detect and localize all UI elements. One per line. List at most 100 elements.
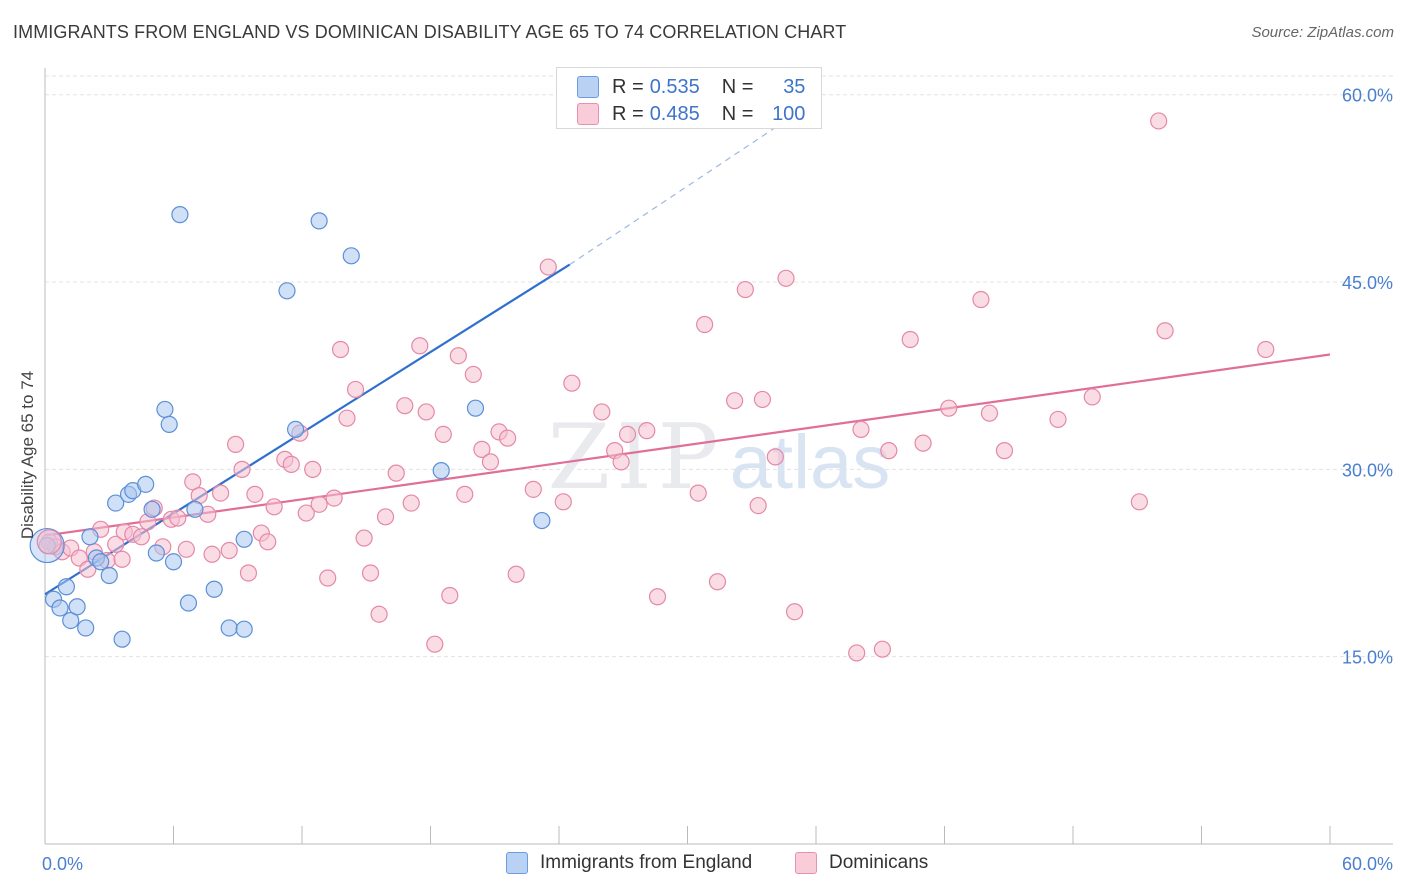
point-england [160, 415, 178, 434]
y-tick-label: 30.0% [1342, 460, 1393, 480]
point-dominicans [387, 464, 405, 482]
legend-swatch-dominicans [795, 852, 817, 874]
series-legend: Immigrants from England Dominicans [0, 852, 1406, 878]
point-dominicans [524, 480, 542, 498]
point-dominicans [753, 390, 772, 409]
swatch-dominicans [577, 103, 599, 125]
point-england [164, 553, 183, 571]
point-dominicans [297, 504, 315, 522]
y-tick-label: 60.0% [1342, 86, 1393, 106]
tick-labels: 15.0% 30.0% 45.0% 60.0% 0.0% 60.0% [42, 86, 1393, 874]
point-dominicans [203, 545, 221, 563]
point-england [278, 282, 296, 300]
n-label: N = [721, 75, 754, 98]
point-dominicans [434, 425, 452, 443]
point-england [235, 530, 253, 548]
point-dominicans [227, 435, 245, 453]
point-dominicans [1257, 340, 1275, 359]
r-value: 0.485 [649, 102, 700, 125]
point-england [286, 420, 305, 439]
point-dominicans [449, 347, 467, 365]
point-dominicans [554, 493, 572, 511]
point-dominicans [785, 603, 804, 621]
source-label: Source: ZipAtlas.com [1251, 24, 1394, 41]
point-england [156, 400, 174, 419]
point-dominicans [873, 640, 891, 658]
x-tick-label-min: 0.0% [42, 854, 83, 874]
point-dominicans [132, 528, 150, 546]
point-dominicans [169, 509, 187, 527]
point-dominicans [972, 290, 990, 309]
legend-item-dominicans[interactable]: Dominicans [795, 852, 928, 874]
point-dominicans [212, 484, 230, 502]
point-england [179, 594, 198, 612]
point-england [68, 598, 86, 616]
point-dominicans [411, 337, 429, 355]
point-dominicans [107, 535, 125, 553]
point-dominicans [618, 425, 637, 443]
point-england [57, 578, 76, 596]
point-dominicans [464, 365, 482, 384]
point-dominicans [766, 448, 784, 466]
point-england [235, 620, 253, 638]
r-label: R = [612, 102, 644, 125]
point-dominicans [777, 269, 795, 287]
point-dominicans [325, 489, 343, 507]
point-dominicans [563, 374, 581, 392]
point-dominicans [507, 565, 525, 583]
point-dominicans [995, 442, 1014, 460]
stats-row-england: R = 0.535 N = 35 [577, 75, 805, 99]
y-tick-label: 45.0% [1342, 273, 1393, 293]
n-value: 100 [772, 102, 806, 125]
point-dominicans [499, 429, 517, 447]
point-dominicans [689, 484, 707, 502]
y-tick-label: 15.0% [1342, 648, 1393, 668]
point-dominicans [736, 280, 754, 299]
point-dominicans [901, 330, 919, 349]
point-dominicans [319, 569, 337, 587]
point-dominicans [593, 403, 611, 421]
legend-label-dominicans: Dominicans [829, 852, 929, 873]
point-dominicans [177, 540, 195, 558]
point-dominicans [1150, 112, 1168, 130]
chart-title: IMMIGRANTS FROM ENGLAND VS DOMINICAN DIS… [13, 22, 847, 42]
point-dominicans [259, 533, 277, 551]
point-dominicans [481, 453, 500, 471]
point-england [100, 566, 118, 585]
point-england [432, 462, 450, 480]
point-dominicans [246, 485, 264, 503]
point-dominicans [346, 380, 365, 399]
legend-swatch-england [506, 852, 528, 874]
point-dominicans [914, 434, 932, 452]
point-england [81, 528, 99, 546]
legend-label-england: Immigrants from England [540, 852, 753, 873]
point-england [466, 399, 485, 417]
point-dominicans [370, 605, 388, 623]
point-england [171, 206, 189, 224]
point-dominicans [184, 473, 202, 491]
point-england [342, 247, 360, 265]
point-dominicans [355, 529, 373, 547]
trend-line-dominicans [44, 353, 1331, 537]
point-dominicans [1049, 410, 1067, 429]
point-dominicans [1130, 493, 1148, 511]
stats-row-dominicans: R = 0.485 N = 100 [577, 102, 805, 126]
point-dominicans [749, 496, 767, 515]
point-dominicans [1083, 388, 1101, 406]
point-dominicans [220, 541, 238, 560]
point-dominicans [696, 315, 714, 334]
axes [44, 68, 1393, 845]
point-dominicans [282, 455, 300, 473]
point-dominicans [880, 442, 898, 460]
point-dominicans [331, 340, 350, 359]
point-england [107, 494, 125, 512]
point-dominicans [417, 403, 435, 421]
legend-item-england[interactable]: Immigrants from England [506, 852, 752, 874]
n-value: 35 [783, 75, 806, 98]
point-dominicans [239, 564, 258, 582]
n-label: N = [721, 102, 754, 125]
point-england [533, 511, 551, 530]
point-dominicans [980, 404, 999, 422]
point-dominicans [539, 258, 557, 276]
